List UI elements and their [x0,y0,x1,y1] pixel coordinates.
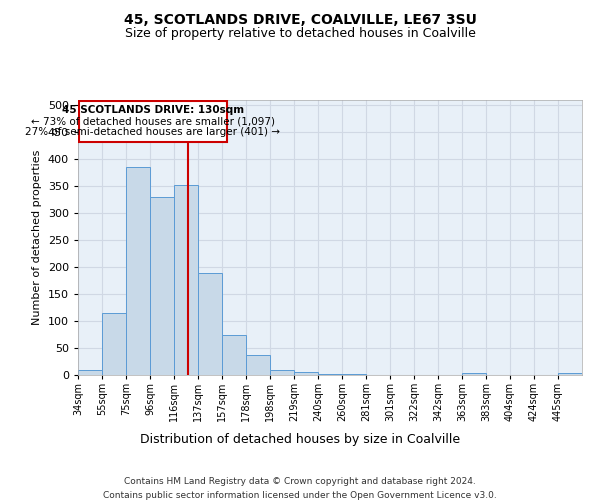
Text: 45 SCOTLANDS DRIVE: 130sqm: 45 SCOTLANDS DRIVE: 130sqm [62,106,244,116]
Y-axis label: Number of detached properties: Number of detached properties [32,150,42,325]
Bar [342,374,366,375]
Text: Contains public sector information licensed under the Open Government Licence v3: Contains public sector information licen… [103,491,497,500]
Bar [78,370,102,375]
Bar [558,374,582,375]
Bar [294,372,318,375]
Bar [198,272,222,375]
Text: ← 73% of detached houses are smaller (1,097): ← 73% of detached houses are smaller (1,… [31,116,275,126]
Text: Size of property relative to detached houses in Coalville: Size of property relative to detached ho… [125,28,475,40]
Bar [174,184,198,375]
Text: Contains HM Land Registry data © Crown copyright and database right 2024.: Contains HM Land Registry data © Crown c… [124,478,476,486]
Bar [79,101,227,142]
Text: 27% of semi-detached houses are larger (401) →: 27% of semi-detached houses are larger (… [25,127,280,137]
Bar [222,334,246,375]
Bar [462,374,486,375]
Bar [150,197,174,375]
Bar [126,168,150,375]
Bar [318,374,342,375]
Text: Distribution of detached houses by size in Coalville: Distribution of detached houses by size … [140,432,460,446]
Bar [102,313,126,375]
Bar [270,370,294,375]
Bar [246,354,270,375]
Text: 45, SCOTLANDS DRIVE, COALVILLE, LE67 3SU: 45, SCOTLANDS DRIVE, COALVILLE, LE67 3SU [124,12,476,26]
